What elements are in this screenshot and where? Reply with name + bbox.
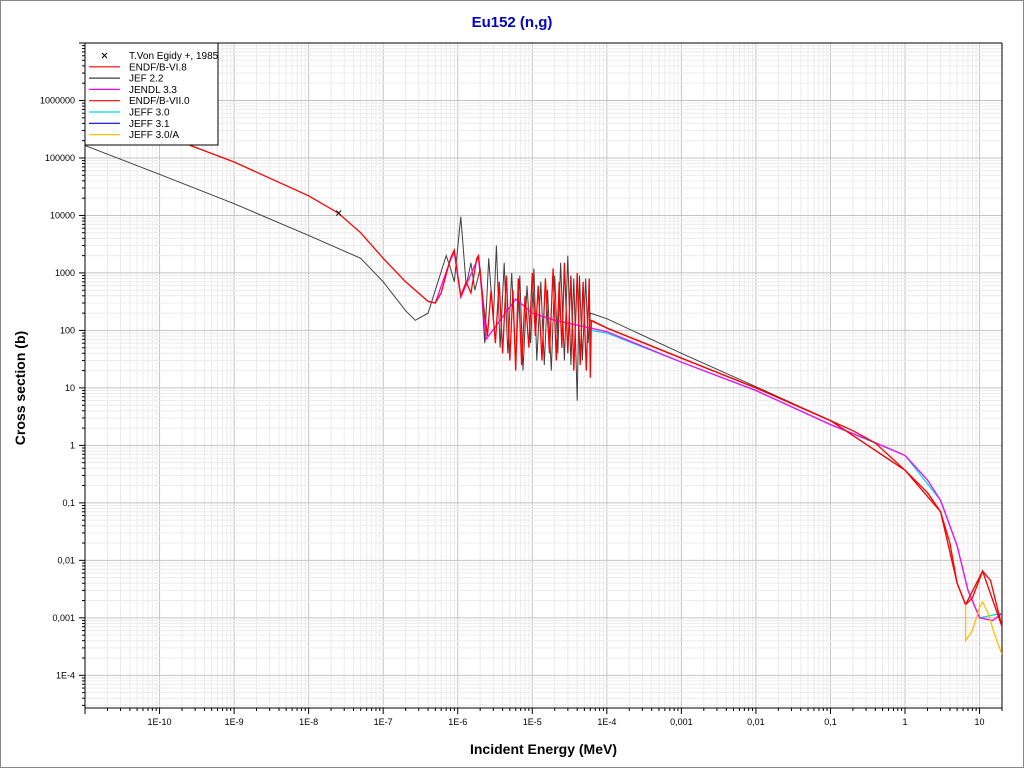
y-tick-label: 1000000	[40, 95, 75, 105]
x-tick-label: 1E-8	[299, 717, 318, 727]
legend-marker-x	[101, 52, 108, 59]
y-tick-label: 0,01	[57, 555, 75, 565]
legend-label: JEFF 3.0/A	[129, 130, 179, 141]
x-tick-label: 1E-6	[448, 717, 467, 727]
y-tick-label: 10000	[50, 210, 75, 220]
x-tick-label: 1E-4	[597, 717, 616, 727]
x-tick-label: 1	[903, 717, 908, 727]
y-tick-label: 100	[60, 325, 75, 335]
series-line-jendl-3-3	[427, 249, 1002, 622]
y-tick-label: 0,1	[62, 498, 75, 508]
y-tick-label: 0,001	[52, 613, 75, 623]
series-group	[85, 126, 1002, 655]
x-tick-label: 1E-7	[374, 717, 393, 727]
chart-title: Eu152 (n,g)	[471, 14, 553, 31]
legend-label: JEFF 3.0	[129, 108, 170, 119]
y-tick-label: 100000	[45, 153, 75, 163]
legend-label: JEF 2.2	[129, 74, 164, 85]
legend-label: ENDF/B-VII.0	[129, 96, 190, 107]
series-line-jeff-3-0-a	[964, 600, 1002, 655]
series-line-endf-b-vi-8	[159, 126, 1002, 627]
y-tick-label: 10	[65, 383, 75, 393]
legend-label: JEFF 3.1	[129, 119, 170, 130]
y-tick-label: 1	[70, 440, 75, 450]
series-line-jef-2-2	[85, 145, 1002, 627]
legend-label: T.Von Egidy +, 1985	[129, 51, 219, 62]
y-tick-label: 1E-4	[56, 670, 75, 680]
x-tick-label: 1E-9	[225, 717, 244, 727]
series-line-endf-b-vii-0	[590, 319, 1002, 627]
x-tick-label: 10	[975, 717, 985, 727]
y-tick-label: 1000	[55, 268, 75, 278]
experimental-point	[335, 210, 342, 216]
legend-label: JENDL 3.3	[129, 85, 177, 96]
x-tick-label: 1E-5	[523, 717, 542, 727]
x-tick-label: 0,1	[824, 717, 837, 727]
x-tick-label: 0,001	[670, 717, 693, 727]
legend-label: ENDF/B-VI.8	[129, 62, 187, 73]
x-tick-label: 1E-10	[148, 717, 172, 727]
legend-box	[84, 42, 219, 146]
x-tick-label: 0,01	[747, 717, 765, 727]
x-axis-label: Incident Energy (MeV)	[469, 741, 618, 757]
